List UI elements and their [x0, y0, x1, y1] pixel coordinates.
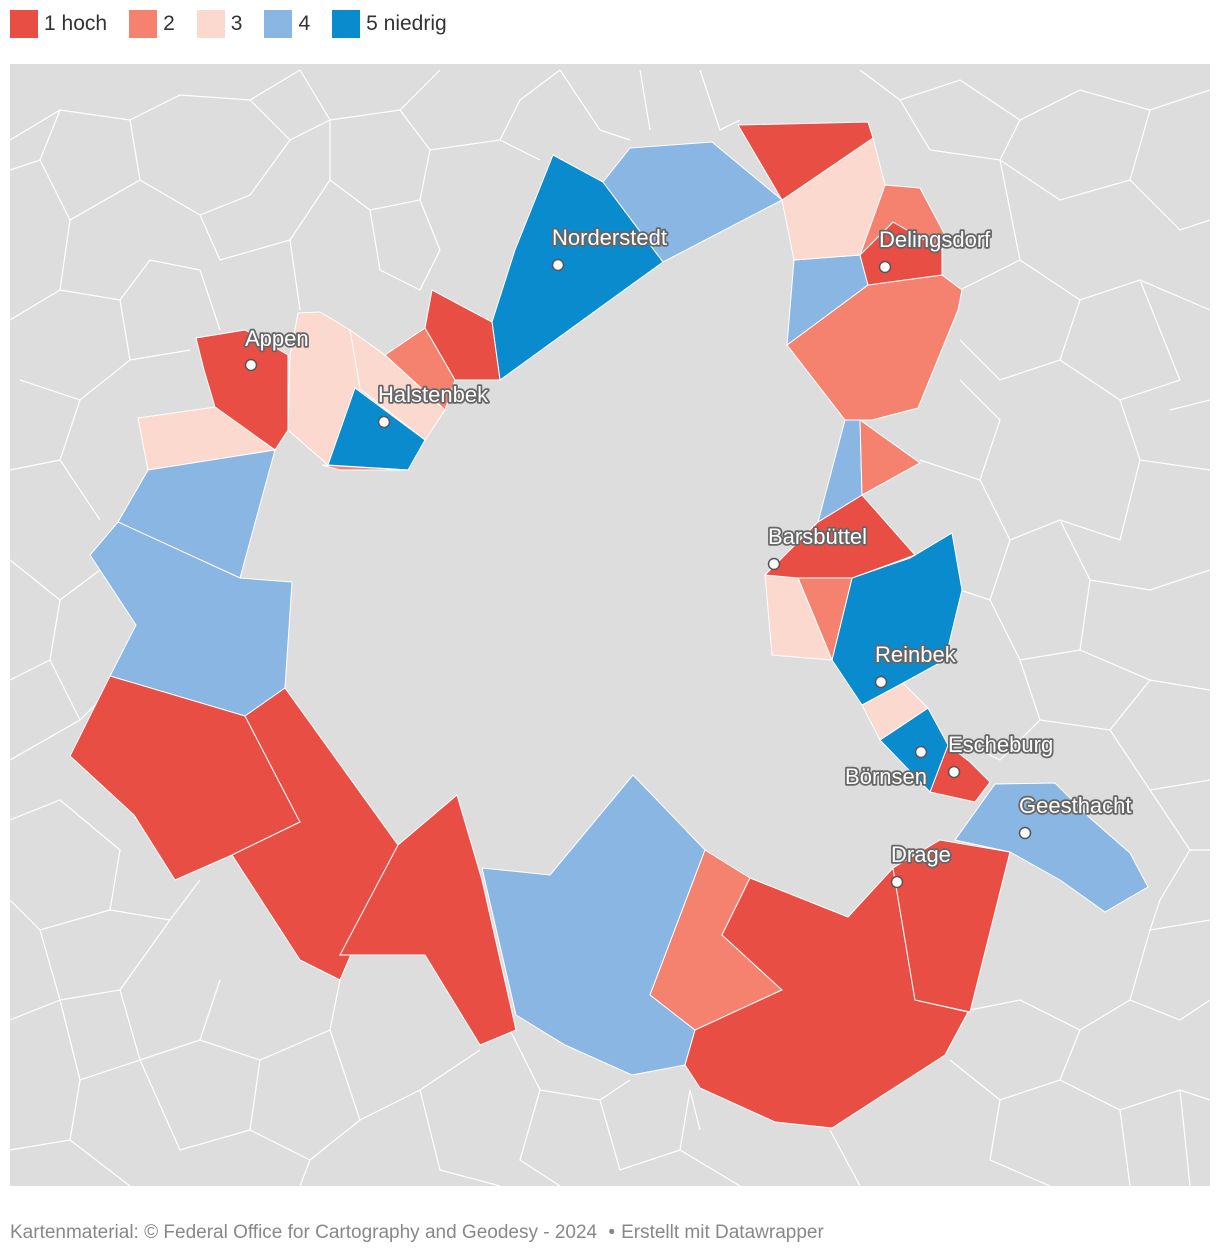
region-class-1 [737, 121, 874, 201]
city-label-halstenbek: Halstenbek [378, 382, 489, 407]
legend-item-4: 4 [264, 10, 310, 38]
city-label-delingsdorf: Delingsdorf [879, 227, 991, 252]
region-class-2 [859, 419, 921, 496]
city-label-escheburg: Escheburg [948, 732, 1053, 757]
legend: 1 hoch 2 3 4 5 niedrig [10, 10, 447, 38]
footer-credit[interactable]: Erstellt mit Datawrapper [621, 1222, 824, 1243]
city-dot-norderstedt [551, 258, 565, 272]
city-dot-barsbuettel [767, 557, 781, 571]
region-class-5 [831, 532, 963, 706]
legend-label-3: 3 [230, 12, 243, 35]
city-dot-drage [890, 875, 904, 889]
legend-label-1: 1 hoch [44, 12, 108, 35]
region-class-4 [602, 141, 783, 263]
city-label-barsbuettel: Barsbüttel [768, 524, 867, 549]
background-municipality-borders [10, 69, 1210, 1186]
legend-item-1: 1 hoch [10, 10, 107, 38]
legend-label-4: 4 [298, 12, 311, 35]
footer: Kartenmaterial: © Federal Office for Car… [10, 1222, 824, 1244]
region-class-1 [339, 794, 517, 1046]
legend-swatch-4 [264, 10, 293, 38]
city-label-norderstedt: Norderstedt [552, 225, 667, 250]
legend-swatch-5 [332, 10, 361, 38]
city-markers: Norderstedt Delingsdorf Appen Halstenbek… [243, 223, 1133, 889]
region-class-1 [195, 329, 289, 451]
legend-item-2: 2 [129, 10, 175, 38]
city-dot-halstenbek [377, 415, 391, 429]
city-dot-boernsen [914, 745, 928, 759]
legend-swatch-3 [196, 10, 225, 38]
city-label-drage: Drage [891, 842, 951, 867]
legend-label-5: 5 niedrig [366, 12, 447, 35]
footer-separator: • [608, 1222, 616, 1243]
city-dot-geesthacht [1018, 826, 1032, 840]
region-class-4 [954, 782, 1149, 913]
city-dot-appen [244, 358, 258, 372]
region-class-1 [231, 687, 399, 981]
choropleth-map: Norderstedt Delingsdorf Appen Halstenbek… [10, 64, 1210, 1186]
region-class-1 [424, 289, 501, 381]
city-label-boernsen: Börnsen [845, 764, 927, 789]
legend-item-5: 5 niedrig [332, 10, 447, 38]
legend-swatch-1 [10, 10, 38, 38]
city-label-reinbek: Reinbek [875, 642, 957, 667]
legend-swatch-2 [129, 10, 158, 38]
city-dot-reinbek [874, 675, 888, 689]
city-label-geesthacht: Geesthacht [1019, 793, 1132, 818]
city-label-appen: Appen [245, 326, 309, 351]
legend-item-3: 3 [196, 10, 243, 38]
region-class-1 [892, 839, 1011, 1013]
region-class-2 [321, 464, 409, 471]
city-dot-delingsdorf [878, 260, 892, 274]
region-polygons [69, 121, 1149, 1129]
legend-label-2: 2 [163, 12, 175, 35]
city-dot-escheburg [947, 765, 961, 779]
footer-source: Kartenmaterial: © Federal Office for Car… [10, 1222, 598, 1243]
